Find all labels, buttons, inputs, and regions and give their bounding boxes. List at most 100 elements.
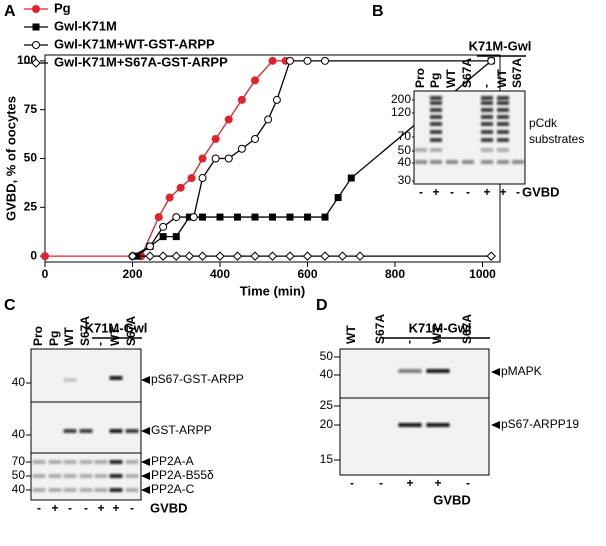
band-label: GST-ARPP — [151, 423, 212, 437]
gvbd-sign: - — [379, 476, 383, 490]
band-signal — [446, 160, 458, 164]
gvbd-sign: + — [434, 476, 441, 490]
band-signal — [79, 488, 93, 492]
band-signal — [79, 460, 93, 464]
data-point — [176, 183, 185, 192]
band-signal — [125, 488, 139, 492]
band-signal — [481, 138, 493, 142]
band-signal — [415, 160, 427, 164]
data-point — [347, 174, 355, 182]
panel-letter: D — [316, 297, 328, 314]
band-signal — [79, 429, 93, 433]
lane-label: S67A — [460, 58, 474, 88]
panel-letter: C — [4, 297, 16, 314]
mw-marker: 40 — [12, 482, 26, 496]
band-signal — [430, 160, 442, 164]
band-signal — [430, 122, 442, 126]
band-signal — [63, 474, 77, 478]
x-axis-label: Time (min) — [240, 283, 306, 298]
lane-label: S67A — [460, 314, 474, 344]
gvbd-sign: - — [466, 476, 470, 490]
band-signal — [415, 148, 427, 152]
gvbd-sign: - — [130, 501, 134, 515]
data-point — [215, 251, 225, 261]
data-point — [303, 56, 312, 65]
legend-label: Gwl-K71M — [54, 18, 117, 33]
data-point — [154, 213, 163, 222]
data-point — [487, 56, 496, 65]
band-arrow — [141, 472, 150, 480]
band-signal — [125, 460, 139, 464]
gvbd-sign: - — [419, 185, 423, 199]
x-tick-label: 1000 — [469, 267, 496, 281]
data-point — [165, 193, 174, 202]
mw-marker: 40 — [320, 367, 334, 381]
data-point — [302, 251, 313, 261]
data-point — [158, 251, 168, 261]
band-signal — [430, 96, 442, 100]
data-point — [211, 154, 220, 163]
gvbd-sign: - — [516, 185, 520, 199]
gvbd-sign: + — [432, 185, 439, 199]
band-signal — [497, 138, 509, 142]
band-signal — [481, 108, 493, 112]
lane-label: S67A — [78, 316, 92, 346]
band-signal — [32, 474, 46, 478]
series-line — [136, 60, 492, 257]
mw-marker: 40 — [12, 427, 26, 441]
data-point — [32, 5, 40, 13]
band-signal — [430, 108, 442, 112]
band-signal — [426, 369, 450, 373]
band-signal — [430, 148, 442, 152]
data-point — [199, 213, 206, 221]
band-signal — [512, 160, 524, 164]
data-point — [286, 213, 294, 221]
band-signal — [79, 474, 93, 478]
x-tick-label: 800 — [385, 267, 405, 281]
data-point — [224, 115, 233, 124]
data-point — [268, 56, 277, 65]
lane-label: S67A — [124, 316, 138, 346]
data-point — [32, 41, 40, 49]
gvbd-sign: - — [84, 501, 88, 515]
band-signal — [63, 460, 77, 464]
lane-label: WT — [495, 69, 509, 88]
gvbd-sign: - — [37, 501, 41, 515]
gvbd-sign: + — [51, 501, 58, 515]
band-signal — [48, 488, 62, 492]
band-label: substrates — [529, 132, 584, 146]
data-point — [321, 56, 329, 65]
mw-marker: 25 — [320, 398, 334, 412]
data-point — [31, 58, 41, 68]
data-point — [321, 213, 329, 221]
band-signal — [109, 474, 123, 478]
band-signal — [497, 115, 509, 119]
gvbd-sign: + — [499, 185, 506, 199]
group-label: K71M-Gwl — [469, 38, 532, 53]
data-point — [337, 251, 348, 261]
band-signal — [48, 474, 62, 478]
data-point — [251, 213, 259, 221]
band-signal — [109, 460, 123, 464]
lane-label: S67A — [510, 58, 524, 88]
band-signal — [481, 115, 493, 119]
band-arrow — [141, 376, 150, 384]
data-point — [251, 76, 259, 85]
lane-label: WT — [430, 325, 444, 344]
data-point — [486, 251, 496, 261]
data-point — [355, 251, 365, 261]
band-signal — [125, 429, 139, 433]
y-tick-label: 0 — [30, 248, 37, 262]
mw-marker: 15 — [320, 452, 334, 466]
gvbd-label: GVBD — [150, 500, 188, 515]
blot-background — [414, 91, 525, 184]
lane-label: WT — [62, 327, 76, 346]
gvbd-sign: - — [450, 185, 454, 199]
mw-marker: 40 — [398, 155, 412, 169]
band-signal — [481, 101, 493, 105]
data-point — [334, 194, 342, 202]
band-signal — [63, 429, 77, 433]
y-tick-label: 25 — [24, 199, 38, 213]
